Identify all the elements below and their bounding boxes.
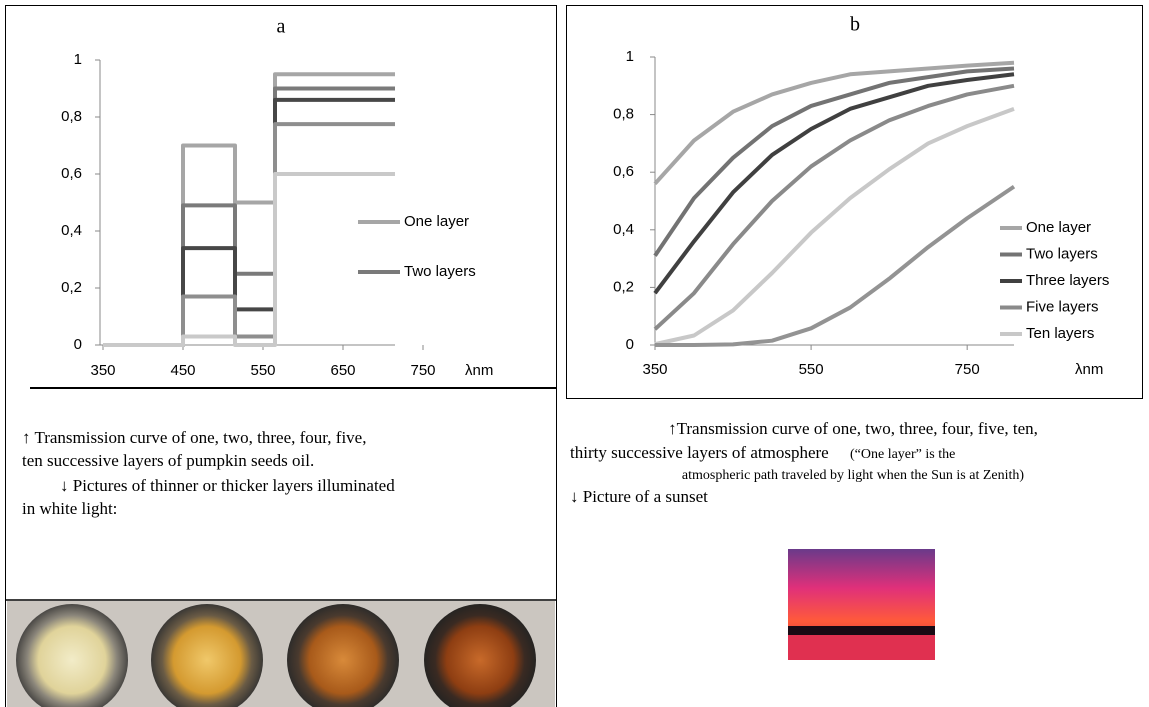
legend-label: Two layers xyxy=(1026,245,1098,262)
y-tick-label: 0,6 xyxy=(61,165,82,182)
caption-line: thirty successive layers of atmosphere xyxy=(570,443,829,462)
x-tick-label: 350 xyxy=(642,361,667,378)
legend-label: One layer xyxy=(404,213,469,230)
y-tick-label: 0,2 xyxy=(613,278,634,295)
sunset-photo xyxy=(788,549,935,660)
y-tick-label: 0,4 xyxy=(613,221,634,238)
y-tick-label: 0,8 xyxy=(61,108,82,125)
series-line xyxy=(103,124,395,345)
series-line xyxy=(103,89,395,346)
x-axis-label: λnm xyxy=(465,362,493,379)
figure: ↑ Transmission curve of one, two, three,… xyxy=(0,0,1149,707)
x-axis-label: λnm xyxy=(1075,361,1103,378)
oil-photos xyxy=(7,601,555,707)
x-tick-label: 350 xyxy=(90,362,115,379)
x-tick-label: 550 xyxy=(799,361,824,378)
series-line xyxy=(103,100,395,345)
y-tick-label: 0,8 xyxy=(613,106,634,123)
panel-title: b xyxy=(850,14,860,36)
series-line xyxy=(103,174,395,345)
caption-note: atmospheric path traveled by light when … xyxy=(682,468,1024,483)
y-tick-label: 0 xyxy=(626,336,634,353)
series-line xyxy=(655,109,1014,344)
legend-label: One layer xyxy=(1026,219,1091,236)
x-tick-label: 450 xyxy=(170,362,195,379)
series-line xyxy=(655,86,1014,329)
caption-note: (“One layer” is the xyxy=(850,447,955,462)
x-tick-label: 750 xyxy=(955,361,980,378)
caption-line: ↓ Picture of a sunset xyxy=(570,487,708,506)
caption-line: ↓ Pictures of thinner or thicker layers … xyxy=(60,476,395,495)
caption-line: ↑ Transmission curve of one, two, three,… xyxy=(22,428,366,447)
caption-line: ten successive layers of pumpkin seeds o… xyxy=(22,451,314,470)
y-tick-label: 0 xyxy=(74,336,82,353)
x-tick-label: 750 xyxy=(410,362,435,379)
y-tick-label: 1 xyxy=(74,51,82,68)
y-tick-label: 0,2 xyxy=(61,279,82,296)
caption-line: ↑Transmission curve of one, two, three, … xyxy=(668,419,1038,438)
x-tick-label: 650 xyxy=(330,362,355,379)
legend-label: Two layers xyxy=(404,263,476,280)
y-tick-label: 0,4 xyxy=(61,222,82,239)
legend-label: Three layers xyxy=(1026,272,1109,289)
x-tick-label: 550 xyxy=(250,362,275,379)
series-line xyxy=(103,74,395,345)
legend-label: Ten layers xyxy=(1026,325,1094,342)
y-tick-label: 0,6 xyxy=(613,163,634,180)
caption-line: in white light: xyxy=(22,499,117,518)
panel-title: a xyxy=(277,16,286,38)
y-tick-label: 1 xyxy=(626,48,634,65)
legend-label: Five layers xyxy=(1026,298,1099,315)
